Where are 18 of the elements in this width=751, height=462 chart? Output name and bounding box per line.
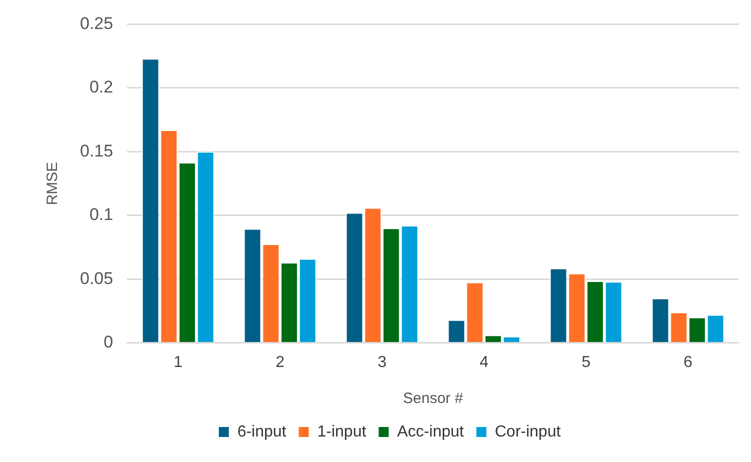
x-tick-label: 1 (174, 354, 183, 371)
x-tick-label: 4 (480, 354, 489, 371)
legend-label: Cor-input (494, 423, 562, 440)
x-axis-title: Sensor # (403, 390, 464, 408)
legend-label: 6-input (237, 423, 287, 440)
x-tick-label: 2 (276, 354, 285, 371)
x-tick-label: 6 (684, 354, 693, 371)
y-tick-label: 0.25 (80, 14, 114, 33)
x-tick-label: 5 (582, 354, 591, 371)
y-tick-label: 0.1 (89, 205, 114, 224)
legend-label: 1-input (317, 423, 367, 440)
legend-label: Acc-input (397, 423, 464, 440)
y-tick-label: 0.15 (80, 141, 114, 160)
x-tick-label: 3 (378, 354, 387, 371)
y-tick-label: 0 (104, 332, 114, 352)
y-tick-label: 0.05 (80, 268, 114, 288)
y-tick-label: 0.2 (89, 78, 114, 97)
y-axis-title: RMSE (44, 162, 62, 206)
